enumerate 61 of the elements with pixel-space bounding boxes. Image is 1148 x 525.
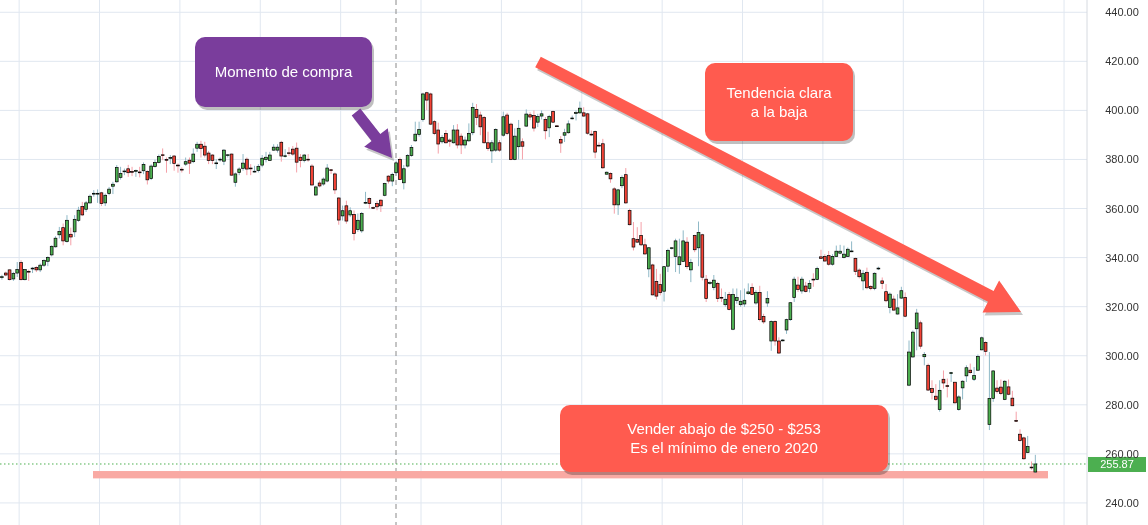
y-tick-label: 360.00	[1105, 202, 1139, 215]
candlestick	[532, 109, 536, 132]
y-tick-label: 280.00	[1105, 398, 1139, 411]
ref-line-label: 255.87	[1100, 457, 1134, 470]
candlestick	[838, 244, 842, 255]
candlestick	[612, 186, 617, 215]
candlestick	[0, 274, 4, 281]
y-tick-label: 440.00	[1105, 6, 1139, 19]
candlestick	[888, 291, 892, 314]
candlestick	[616, 188, 620, 216]
y-tick-label: 300.00	[1105, 349, 1139, 362]
y-tick-label: 240.00	[1105, 496, 1139, 509]
candlestick	[417, 121, 421, 138]
candlestick	[413, 121, 418, 143]
annotation: Tendencia clara a la baja	[726, 83, 833, 120]
candlestick	[501, 111, 506, 138]
candlestick	[336, 196, 341, 226]
candlestick	[287, 146, 291, 157]
candlestick	[769, 319, 773, 352]
candlestick	[241, 153, 245, 172]
candlestick	[130, 166, 134, 177]
candlestick	[574, 109, 578, 121]
candlestick	[903, 291, 907, 318]
candlestick	[306, 153, 310, 163]
candlestick	[375, 200, 379, 211]
candlestick	[516, 119, 521, 160]
candlestick	[654, 268, 659, 301]
candlestick	[819, 249, 823, 260]
candlestick	[199, 140, 203, 158]
candlestick	[865, 267, 869, 290]
candlestick	[61, 222, 65, 246]
candlestick	[359, 211, 364, 234]
candlestick	[792, 276, 796, 303]
candlestick	[134, 169, 138, 178]
candlestick	[333, 171, 337, 195]
y-tick-label: 320.00	[1105, 300, 1139, 313]
candlestick	[677, 238, 682, 275]
candlestick	[352, 209, 356, 241]
y-tick-label: 340.00	[1105, 251, 1139, 264]
y-tick-label: 260.00	[1105, 447, 1139, 460]
annotation: Vender abajo de $250 - $253 Es el mínimo de enero 2020	[627, 420, 821, 456]
candlestick	[547, 114, 551, 138]
candlestick	[111, 181, 115, 195]
y-tick-label: 400.00	[1105, 104, 1139, 117]
candlestick	[459, 132, 463, 155]
candlestick	[543, 116, 548, 140]
candlestick	[811, 272, 816, 288]
candlestick	[264, 151, 268, 163]
candlestick	[842, 245, 846, 259]
candlestick	[65, 214, 69, 244]
candlestick	[310, 163, 314, 187]
candlestick	[436, 122, 440, 155]
candlestick	[704, 274, 708, 303]
candlestick	[949, 371, 953, 383]
candlestick	[861, 269, 865, 291]
y-tick-label: 380.00	[1105, 153, 1139, 166]
y-tick-label: 420.00	[1105, 55, 1139, 68]
candlestick	[455, 123, 460, 149]
candlestick	[356, 212, 360, 233]
annotation: Momento de compra	[214, 63, 353, 80]
candlestick	[593, 130, 597, 159]
